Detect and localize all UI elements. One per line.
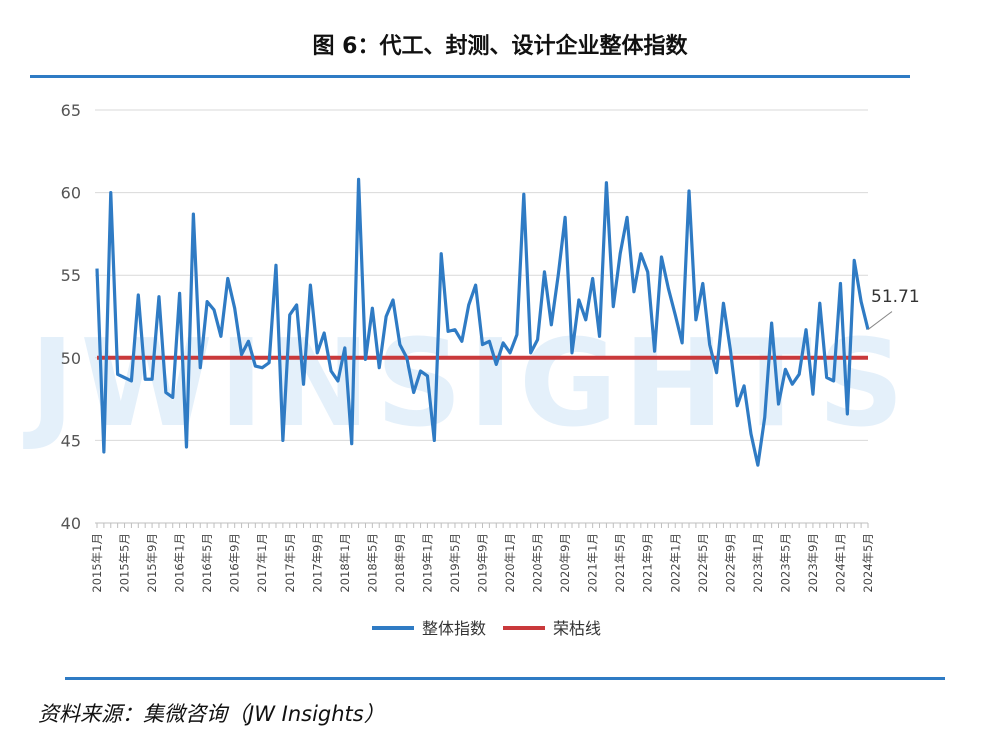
series-line-index (95, 177, 870, 467)
chart-title: 图 6：代工、封测、设计企业整体指数 (312, 34, 688, 59)
y-tick-label: 50 (61, 349, 81, 368)
bottom-divider (65, 677, 945, 680)
y-axis-ticks: 40 45 50 55 60 65 (61, 101, 81, 533)
x-tick-label: 2015年9月 (145, 533, 159, 593)
x-tick-label: 2020年9月 (558, 533, 572, 593)
series-line-group (95, 177, 870, 467)
x-tick-label: 2015年1月 (90, 533, 104, 593)
y-tick-label: 55 (61, 266, 81, 285)
x-tick-label: 2016年5月 (200, 533, 214, 593)
x-tick-label: 2022年9月 (723, 533, 737, 593)
x-tick-label: 2021年9月 (641, 533, 655, 593)
x-tick-label: 2015年5月 (118, 533, 132, 593)
legend-label: 荣枯线 (553, 619, 601, 638)
y-tick-label: 45 (61, 431, 81, 450)
x-tick-label: 2018年1月 (338, 533, 352, 593)
x-tick-label: 2023年5月 (778, 533, 792, 593)
x-tick-label: 2019年1月 (420, 533, 434, 593)
x-tick-label: 2017年5月 (283, 533, 297, 593)
x-tick-label: 2024年1月 (833, 533, 847, 593)
x-tick-label: 2017年9月 (310, 533, 324, 593)
x-tick-label: 2017年1月 (255, 533, 269, 593)
annotation-leader-line (867, 311, 893, 330)
x-tick-label: 2016年9月 (228, 533, 242, 593)
x-tick-label: 2018年9月 (393, 533, 407, 593)
x-tick-label: 2023年1月 (751, 533, 765, 593)
top-divider (30, 75, 910, 78)
legend: 整体指数 荣枯线 (372, 619, 601, 638)
x-tick-label: 2023年9月 (806, 533, 820, 593)
x-axis: 2015年1月 2015年5月 2015年9月 2016年1月 2016年5月 2016年… (90, 522, 875, 593)
x-tick-label: 2021年1月 (586, 533, 600, 593)
x-tick-label: 2024年5月 (861, 533, 875, 593)
x-tick-label: 2018年5月 (365, 533, 379, 593)
y-tick-label: 60 (61, 184, 81, 203)
x-tick-label: 2022年5月 (696, 533, 710, 593)
annotation-label: 51.71 (871, 287, 920, 307)
x-tick-label: 2020年1月 (503, 533, 517, 593)
x-tick-label: 2019年9月 (476, 533, 490, 593)
x-tick-label: 2022年1月 (668, 533, 682, 593)
y-tick-label: 40 (61, 514, 81, 533)
x-tick-label: 2016年1月 (173, 533, 187, 593)
annotation-group: 51.71 (867, 287, 920, 330)
x-tick-label: 2019年5月 (448, 533, 462, 593)
x-tick-label: 2020年5月 (531, 533, 545, 593)
x-tick-label: 2021年5月 (613, 533, 627, 593)
legend-label: 整体指数 (422, 619, 486, 638)
source-note: 资料来源：集微咨询（JW Insights） (38, 702, 385, 726)
y-tick-label: 65 (61, 101, 81, 120)
